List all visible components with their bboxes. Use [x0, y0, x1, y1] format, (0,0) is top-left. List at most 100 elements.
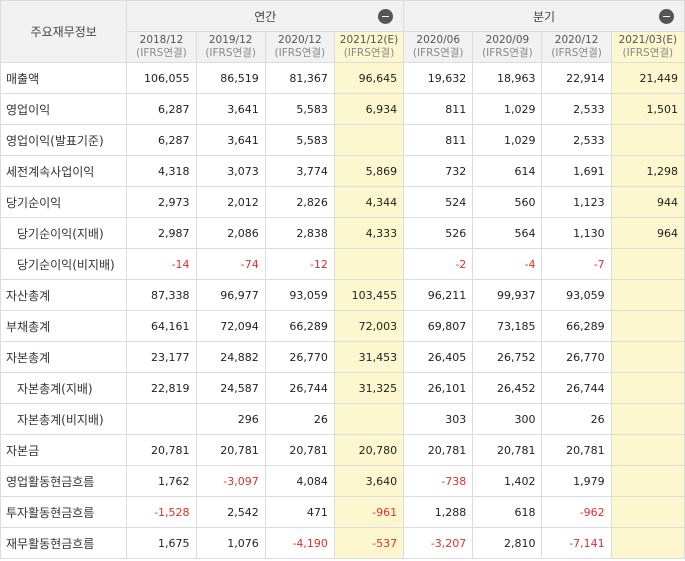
- table-cell: 6,287: [126, 124, 197, 156]
- table-cell: 31,453: [333, 341, 405, 373]
- row-label: 영업이익(발표기준): [0, 124, 128, 156]
- table-cell: 24,587: [195, 372, 266, 404]
- table-cell: 26,744: [541, 372, 612, 404]
- table-cell: 2,987: [126, 217, 197, 249]
- table-cell: 296: [195, 403, 266, 435]
- table-cell: 6,934: [333, 93, 405, 125]
- table-cell: 300: [472, 403, 543, 435]
- row-label: 자본금: [0, 434, 128, 466]
- table-cell: 22,914: [541, 62, 612, 94]
- table-cell: 103,455: [333, 279, 405, 311]
- table-cell: [333, 403, 405, 435]
- table-cell: -74: [195, 248, 266, 280]
- table-cell: 2,086: [195, 217, 266, 249]
- table-row: 자본금 20,781 20,781 20,781 20,780 20,781 20,781 2…: [0, 434, 685, 466]
- table-cell: 524: [403, 186, 474, 218]
- table-row: 세전계속사업이익 4,318 3,073 3,774 5,869 732 614 1,691 1…: [0, 155, 685, 187]
- table-cell: 4,318: [126, 155, 197, 187]
- table-cell: -12: [264, 248, 335, 280]
- period-basis: (IFRS연결): [622, 47, 674, 59]
- table-cell: 732: [403, 155, 474, 187]
- table-row: 당기순이익 2,973 2,012 2,826 4,344 524 560 1,123 944: [0, 186, 685, 218]
- table-row: 영업활동현금흐름 1,762 -3,097 4,084 3,640 -738 1,402 1,…: [0, 465, 685, 497]
- table-cell: 560: [472, 186, 543, 218]
- table-cell: 86,519: [195, 62, 266, 94]
- row-label: 부채총계: [0, 310, 128, 342]
- table-cell: 1,130: [541, 217, 612, 249]
- table-cell: [610, 465, 685, 497]
- collapse-annual-icon[interactable]: [378, 9, 394, 24]
- table-cell: 66,289: [264, 310, 335, 342]
- table-row: 영업이익(발표기준) 6,287 3,641 5,583 811 1,029 2,533: [0, 124, 685, 156]
- table-cell: [610, 248, 685, 280]
- table-cell: 811: [403, 124, 474, 156]
- table-cell: 811: [403, 93, 474, 125]
- period-header: 2021/03(E) (IFRS연결): [610, 31, 685, 63]
- table-cell: [126, 403, 197, 435]
- table-cell: 22,819: [126, 372, 197, 404]
- period-basis: (IFRS연결): [205, 47, 256, 59]
- table-cell: 31,325: [333, 372, 405, 404]
- table-row: 매출액 106,055 86,519 81,367 96,645 19,632 18,963…: [0, 62, 685, 94]
- row-label: 자본총계: [0, 341, 128, 373]
- period-date: 2021/03(E): [618, 34, 678, 46]
- table-cell: -738: [403, 465, 474, 497]
- table-cell: 72,003: [333, 310, 405, 342]
- table-cell: 93,059: [541, 279, 612, 311]
- table-cell: 1,979: [541, 465, 612, 497]
- table-cell: 24,882: [195, 341, 266, 373]
- table-cell: 23,177: [126, 341, 197, 373]
- table-cell: [333, 248, 405, 280]
- table-cell: -961: [333, 496, 405, 528]
- collapse-quarter-icon[interactable]: [659, 9, 674, 24]
- table-cell: [610, 124, 685, 156]
- table-cell: -4: [472, 248, 543, 280]
- period-header: 2018/12 (IFRS연결): [126, 31, 197, 63]
- table-cell: 18,963: [472, 62, 543, 94]
- quarter-label: 분기: [533, 10, 556, 24]
- period-header: 2020/12 (IFRS연결): [264, 31, 335, 63]
- table-row: 자본총계 23,177 24,882 26,770 31,453 26,405 26,752…: [0, 341, 685, 373]
- table-cell: 5,583: [264, 124, 335, 156]
- table-cell: 26,770: [264, 341, 335, 373]
- table-cell: 944: [610, 186, 685, 218]
- table-cell: 1,762: [126, 465, 197, 497]
- table-cell: 526: [403, 217, 474, 249]
- table-cell: 964: [610, 217, 685, 249]
- table-cell: 6,287: [126, 93, 197, 125]
- table-cell: 1,501: [610, 93, 685, 125]
- table-cell: 5,869: [333, 155, 405, 187]
- table-cell: 26,452: [472, 372, 543, 404]
- table-cell: 614: [472, 155, 543, 187]
- period-header: 2020/12 (IFRS연결): [541, 31, 612, 63]
- period-header: 2020/09 (IFRS연결): [472, 31, 543, 63]
- table-cell: 20,781: [264, 434, 335, 466]
- table-cell: 20,781: [403, 434, 474, 466]
- table-cell: 3,640: [333, 465, 405, 497]
- row-label: 자본총계(비지배): [0, 403, 128, 435]
- period-date: 2021/12(E): [339, 34, 399, 46]
- table-cell: 303: [403, 403, 474, 435]
- table-cell: 26,744: [264, 372, 335, 404]
- table-cell: 1,288: [403, 496, 474, 528]
- period-basis: (IFRS연결): [136, 47, 187, 59]
- row-label: 자산총계: [0, 279, 128, 311]
- table-cell: 26,101: [403, 372, 474, 404]
- table-cell: 1,123: [541, 186, 612, 218]
- table-cell: 72,094: [195, 310, 266, 342]
- period-header: 2020/06 (IFRS연결): [403, 31, 474, 63]
- table-cell: 564: [472, 217, 543, 249]
- table-cell: 1,076: [195, 527, 266, 559]
- table-cell: [333, 124, 405, 156]
- table-cell: 2,012: [195, 186, 266, 218]
- table-cell: 4,344: [333, 186, 405, 218]
- table-cell: 26: [264, 403, 335, 435]
- table-cell: 96,977: [195, 279, 266, 311]
- table-cell: [610, 403, 685, 435]
- table-row: 투자활동현금흐름 -1,528 2,542 471 -961 1,288 618 -962: [0, 496, 685, 528]
- table-cell: [610, 434, 685, 466]
- period-header: 2019/12 (IFRS연결): [195, 31, 266, 63]
- table-cell: -537: [333, 527, 405, 559]
- table-row: 당기순이익(비지배) -14 -74 -12 -2 -4 -7: [0, 248, 685, 280]
